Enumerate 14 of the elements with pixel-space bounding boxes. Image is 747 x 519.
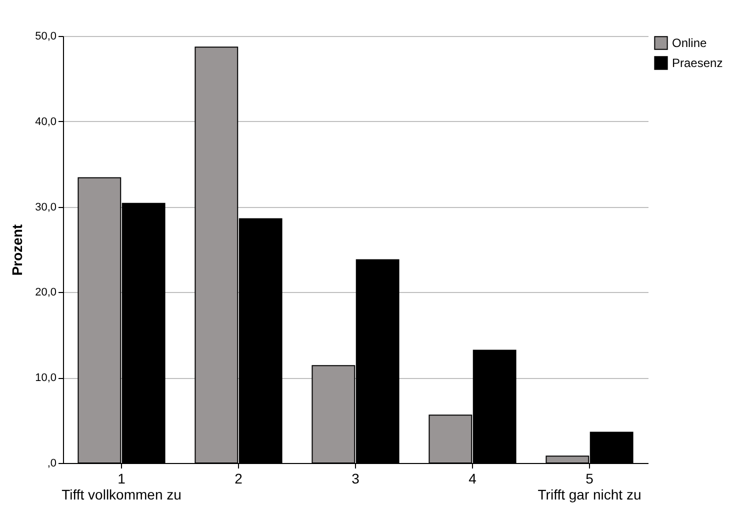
- y-tick-label: ,0: [47, 458, 56, 470]
- legend-label: Online: [672, 36, 708, 50]
- y-tick-label: 30,0: [35, 201, 56, 214]
- x-tick-label: 1 Tifft vollkommen zu: [62, 470, 182, 502]
- y-tick-label: 40,0: [35, 116, 56, 128]
- y-tick-label: 50,0: [35, 30, 56, 42]
- y-tick-label: 20,0: [35, 286, 56, 299]
- x-tick-label: 2: [234, 470, 243, 486]
- y-tick-label: 10,0: [35, 372, 56, 384]
- legend-label: Praesenz: [672, 56, 723, 70]
- x-tick-label: 3: [352, 470, 360, 486]
- x-tick-label: 4: [468, 470, 477, 486]
- y-axis-title: Prozent: [9, 224, 26, 276]
- x-tick-label: 5 Trifft gar nicht zu: [538, 470, 642, 502]
